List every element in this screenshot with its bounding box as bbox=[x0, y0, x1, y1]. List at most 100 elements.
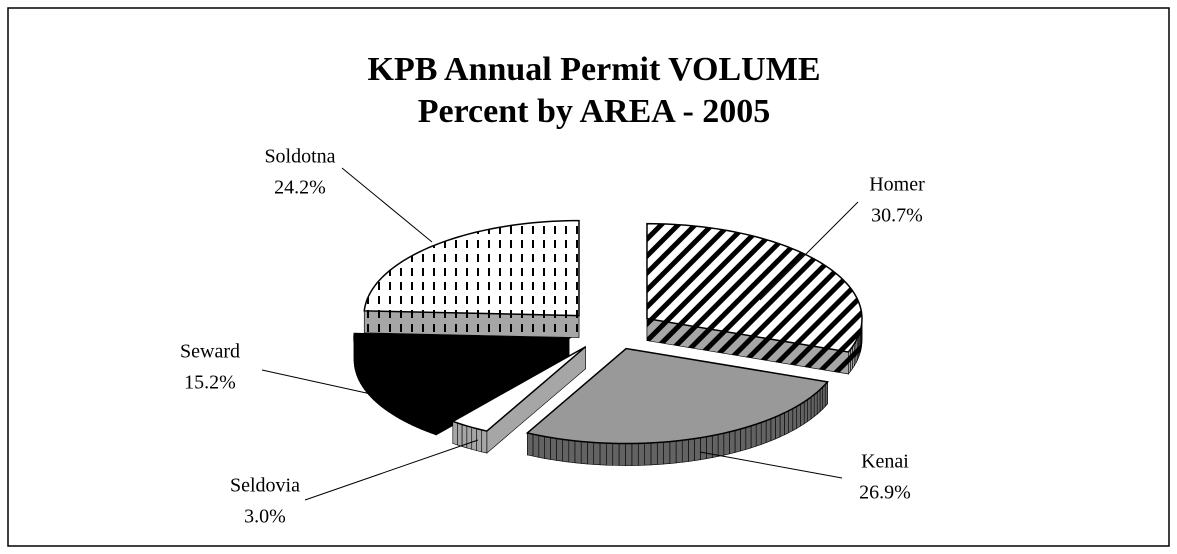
slice-side bbox=[357, 356, 360, 381]
slice-side bbox=[766, 418, 771, 443]
slice-side-shade bbox=[631, 443, 639, 466]
slice-side-shade bbox=[407, 400, 413, 426]
slice-side-shade bbox=[550, 437, 557, 461]
slice-side bbox=[587, 442, 594, 465]
slice-side-shade bbox=[471, 426, 478, 452]
slice-side bbox=[436, 338, 570, 435]
slice-side-shade bbox=[457, 422, 463, 447]
slice-side-shade bbox=[669, 440, 677, 464]
slice-side-shade bbox=[381, 384, 386, 411]
slice-side-shade bbox=[363, 366, 367, 393]
slice-side bbox=[796, 404, 801, 429]
slice-side bbox=[593, 442, 601, 465]
slice-side-shade bbox=[779, 412, 785, 438]
slice-side-shade bbox=[755, 422, 762, 447]
slice-side-shade bbox=[760, 420, 767, 445]
slice-side-shade bbox=[421, 406, 427, 432]
slice-side bbox=[657, 442, 664, 465]
slice-side-shade bbox=[694, 437, 701, 461]
slice-value-label: 24.2% bbox=[274, 177, 326, 199]
slice-side bbox=[550, 437, 557, 461]
slice-side bbox=[481, 429, 487, 454]
slice-side bbox=[751, 424, 757, 448]
slice-side bbox=[800, 401, 805, 427]
leader-line bbox=[304, 439, 479, 501]
slice-side-shade bbox=[618, 443, 626, 466]
slice-side bbox=[431, 411, 437, 435]
slice-side bbox=[804, 399, 808, 424]
slice-value-label: 15.2% bbox=[184, 372, 236, 394]
pie-slice bbox=[450, 346, 587, 454]
slice-side bbox=[462, 424, 467, 448]
slice-side-shade bbox=[656, 441, 664, 465]
slice-side-shade bbox=[775, 414, 781, 440]
slice-label: Soldotna bbox=[264, 146, 335, 168]
slice-side-shade bbox=[663, 441, 671, 465]
slice-side-shade bbox=[562, 438, 570, 463]
slice-side bbox=[682, 439, 689, 463]
slice-side-shade bbox=[403, 398, 409, 424]
slice-side-shade bbox=[373, 376, 377, 403]
slice-side-shade bbox=[399, 396, 405, 422]
slice-side bbox=[663, 441, 670, 465]
slice-side bbox=[575, 440, 582, 464]
slice-side-shade bbox=[466, 425, 473, 450]
slice-side bbox=[700, 436, 707, 460]
slice-side bbox=[476, 428, 482, 452]
slice-side bbox=[556, 438, 563, 462]
slice-side bbox=[362, 364, 365, 390]
slice-value-label: 30.7% bbox=[871, 205, 923, 227]
slice-side bbox=[382, 385, 386, 410]
slice-side-shade bbox=[800, 401, 805, 427]
leader-line bbox=[699, 451, 843, 479]
slice-side bbox=[368, 372, 371, 398]
slice-side-shade bbox=[819, 386, 824, 413]
slice-top bbox=[646, 222, 863, 353]
slice-label: Seward bbox=[180, 341, 240, 363]
slice-label: Kenai bbox=[861, 451, 909, 473]
slice-side bbox=[385, 387, 389, 413]
slice-side bbox=[619, 443, 626, 466]
slice-side-shade bbox=[788, 408, 794, 434]
slice-side-shade bbox=[612, 443, 620, 466]
slice-side bbox=[399, 396, 405, 422]
slice-side-shade bbox=[770, 416, 776, 442]
slice-side bbox=[729, 430, 735, 454]
leader-line bbox=[341, 167, 433, 243]
slice-side bbox=[388, 390, 393, 415]
slice-side bbox=[370, 375, 374, 400]
slice-side-shade bbox=[816, 388, 821, 415]
slice-side bbox=[855, 338, 858, 364]
slice-side bbox=[581, 441, 588, 465]
slice-side bbox=[745, 425, 752, 450]
slice-side-shade bbox=[544, 436, 551, 460]
slice-side-shade bbox=[740, 427, 747, 452]
slice-side-shade bbox=[803, 398, 808, 425]
slice-side bbox=[544, 436, 551, 460]
slice-side bbox=[638, 443, 645, 466]
slice-side-shade bbox=[750, 423, 757, 449]
slice-side bbox=[740, 427, 746, 452]
slice-side-shade bbox=[765, 418, 772, 444]
slice-side bbox=[854, 341, 856, 366]
slice-side-shade bbox=[452, 421, 458, 446]
slice-side-shade bbox=[388, 389, 393, 415]
slice-side bbox=[421, 407, 427, 432]
slice-side-shade bbox=[717, 432, 725, 457]
slice-side-shade bbox=[606, 442, 614, 466]
pie-slice bbox=[353, 332, 572, 436]
slice-side bbox=[486, 346, 586, 454]
slice-side-shade bbox=[481, 429, 488, 454]
slice-side bbox=[822, 384, 826, 410]
slice-side bbox=[538, 435, 545, 459]
slice-side bbox=[631, 443, 639, 466]
slice-side-shade bbox=[412, 402, 418, 428]
slice-side-shade bbox=[568, 439, 576, 464]
slice-side-shade bbox=[650, 442, 658, 466]
slice-side-shade bbox=[395, 394, 401, 420]
slice-side bbox=[788, 408, 793, 433]
slice-side bbox=[718, 433, 724, 457]
slice-side-shade bbox=[587, 441, 595, 465]
slice-side bbox=[820, 387, 823, 412]
